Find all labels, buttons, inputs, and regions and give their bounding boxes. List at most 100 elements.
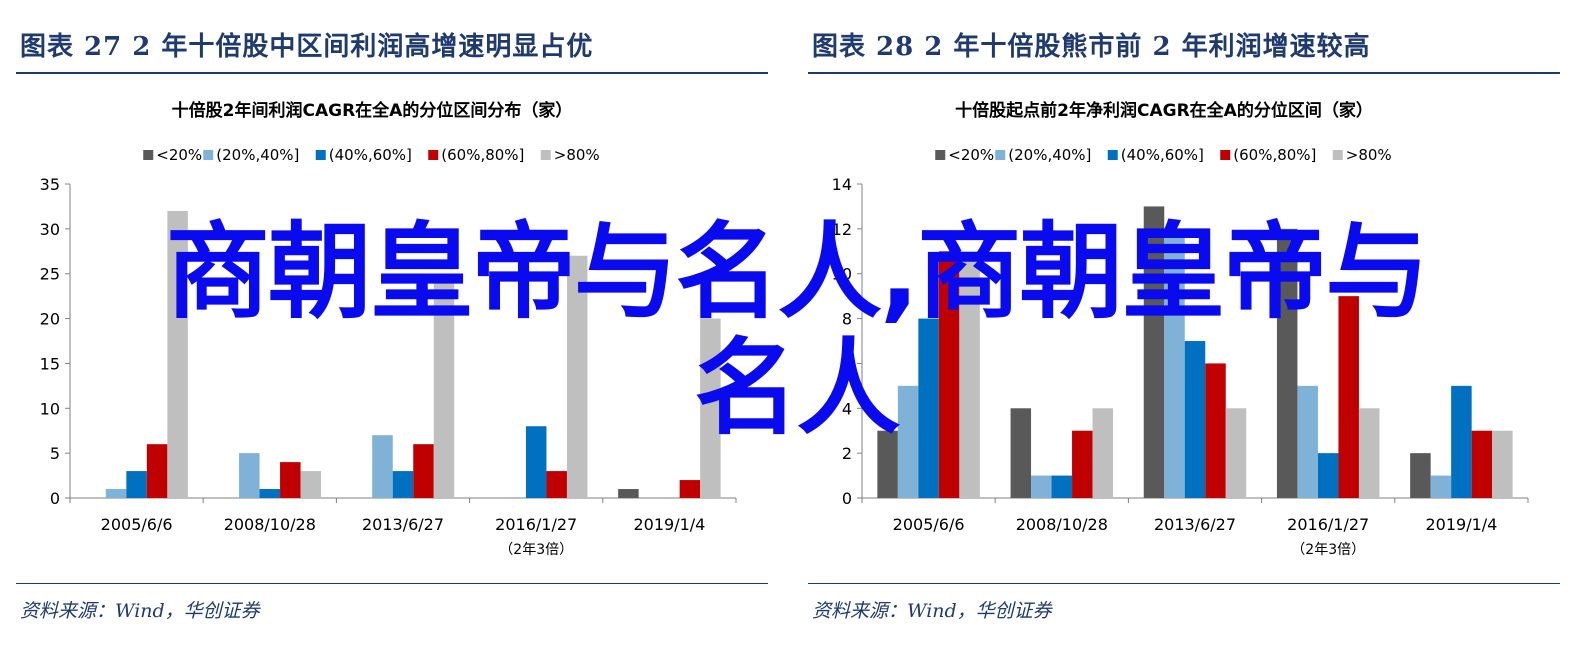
bar-4-4: [700, 318, 721, 498]
heading-rule: [16, 72, 768, 74]
legend-swatch: [315, 150, 326, 160]
source-note: 资料来源：Wind，华创证券: [20, 600, 260, 622]
x-tick-label: 2013/6/27: [1154, 515, 1236, 534]
x-tick-label: 2005/6/6: [893, 515, 965, 534]
x-tick-label: 2008/10/28: [224, 515, 316, 534]
legend-swatch: [143, 150, 154, 160]
legend-swatch: [1220, 150, 1231, 160]
footer-rule: [16, 583, 768, 584]
bar-1-4: [1092, 408, 1114, 498]
figure-heading: 图表 28 2 年十倍股熊市前 2 年利润增速较高: [812, 32, 1371, 62]
legend-label: (40%,60%]: [1121, 146, 1204, 164]
legend-swatch: [995, 150, 1006, 160]
legend-swatch: [428, 150, 439, 160]
bar-3-3: [1338, 296, 1359, 498]
figure-heading: 图表 27 2 年十倍股中区间利润高增速明显占优: [20, 32, 594, 62]
y-tick-label: 10: [832, 265, 852, 284]
x-tick-label: 2016/1/27: [1287, 515, 1369, 534]
x-tick-label: 2019/1/4: [633, 515, 705, 534]
legend-label: <20%: [948, 146, 994, 164]
bar-1-4: [300, 471, 322, 498]
figure-27: 图表 27 2 年十倍股中区间利润高增速明显占优 十倍股2年间利润CAGR在全A…: [16, 0, 772, 647]
y-tick-label: 5: [50, 444, 60, 463]
bar-0-3: [938, 251, 960, 498]
bar-2-3: [413, 444, 434, 498]
bar-3-2: [525, 426, 547, 498]
bar-3-4: [566, 255, 588, 498]
legend-label: (40%,60%]: [329, 146, 412, 164]
source-note: 资料来源：Wind，华创证券: [812, 600, 1052, 622]
x-tick-label: 2008/10/28: [1016, 515, 1108, 534]
legend-swatch: [1332, 150, 1343, 160]
bar-1-2: [1051, 475, 1073, 498]
y-tick-label: 4: [842, 399, 852, 418]
bar-1-1: [1031, 475, 1052, 498]
y-tick-label: 20: [40, 310, 60, 329]
y-tick-label: 12: [832, 220, 852, 239]
bar-chart-28: 十倍股起点前2年净利润CAGR在全A的分位区间（家） <20% (20%,40%] (…: [832, 100, 1529, 558]
chart-title: 十倍股起点前2年净利润CAGR在全A的分位区间（家）: [955, 100, 1373, 121]
bar-2-4: [433, 273, 455, 498]
bar-4-1: [1430, 475, 1452, 498]
y-tick-label: 25: [40, 265, 60, 284]
bar-3-0: [1276, 228, 1298, 498]
bar-0-4: [959, 251, 980, 498]
bar-4-4: [1492, 430, 1513, 498]
x-tick-label: 2016/1/27: [495, 515, 577, 534]
bar-1-3: [1072, 430, 1093, 498]
y-tick-label: 35: [40, 175, 60, 194]
bar-2-4: [1225, 408, 1247, 498]
y-tick-label: 15: [40, 354, 60, 373]
bar-0-2: [126, 471, 147, 498]
y-tick-label: 30: [40, 220, 60, 239]
legend-swatch: [935, 150, 946, 160]
bar-2-2: [392, 471, 414, 498]
footer-rule: [808, 583, 1560, 584]
legend-swatch: [203, 150, 214, 160]
bar-2-2: [1184, 341, 1206, 498]
bar-3-2: [1317, 453, 1339, 498]
bar-chart-27: 十倍股2年间利润CAGR在全A的分位区间分布（家） <20% (20%,40%] (4…: [40, 100, 737, 558]
bar-1-3: [280, 462, 301, 498]
legend-label: (60%,80%]: [1233, 146, 1316, 164]
legend-label: (20%,40%]: [1008, 146, 1091, 164]
x-tick-label: 2005/6/6: [101, 515, 173, 534]
bar-3-4: [1358, 408, 1380, 498]
bar-2-1: [372, 435, 393, 498]
bar-3-3: [546, 471, 567, 498]
bar-1-2: [259, 489, 281, 498]
bar-4-2: [1451, 385, 1472, 498]
bar-0-1: [105, 489, 127, 498]
bar-1-1: [239, 453, 260, 498]
bar-0-4: [167, 210, 188, 498]
y-tick-label: 0: [842, 489, 852, 508]
bar-0-1: [897, 385, 919, 498]
bar-4-3: [679, 480, 701, 498]
figure-28: 图表 28 2 年十倍股熊市前 2 年利润增速较高 十倍股起点前2年净利润CAG…: [808, 0, 1564, 647]
heading-rule: [808, 72, 1560, 74]
bar-4-3: [1471, 430, 1493, 498]
bar-4-0: [618, 489, 639, 498]
bar-4-0: [1410, 453, 1431, 498]
bar-1-0: [1010, 408, 1032, 498]
legend-label: >80%: [1346, 146, 1392, 164]
y-tick-label: 6: [842, 354, 852, 373]
y-tick-label: 8: [842, 310, 852, 329]
x-tick-label: 2013/6/27: [362, 515, 444, 534]
x-tick-sublabel: （2年3倍）: [499, 542, 573, 558]
bar-0-3: [146, 444, 168, 498]
bar-0-2: [918, 318, 939, 498]
y-tick-label: 14: [832, 175, 852, 194]
y-tick-label: 10: [40, 399, 60, 418]
bar-2-0: [1143, 206, 1165, 498]
x-tick-label: 2019/1/4: [1425, 515, 1497, 534]
legend-label: (60%,80%]: [441, 146, 524, 164]
legend-label: >80%: [554, 146, 600, 164]
y-tick-label: 2: [842, 444, 852, 463]
bar-2-1: [1164, 228, 1185, 498]
legend-label: (20%,40%]: [216, 146, 299, 164]
bar-0-0: [877, 430, 898, 498]
x-tick-sublabel: （2年3倍）: [1291, 542, 1365, 558]
bar-2-3: [1205, 363, 1226, 498]
bar-3-1: [1297, 385, 1318, 498]
